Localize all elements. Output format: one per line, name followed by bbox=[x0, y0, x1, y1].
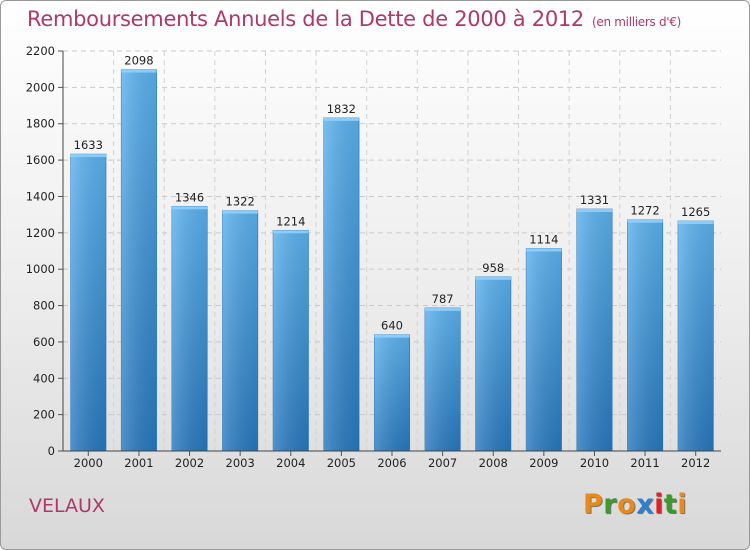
brand-logo: Proxiti bbox=[583, 489, 687, 520]
bar-highlight bbox=[475, 276, 511, 280]
bar-highlight bbox=[627, 219, 663, 223]
brand-letter: o bbox=[617, 489, 637, 520]
bar-highlight bbox=[526, 248, 562, 252]
bar-shading bbox=[475, 276, 511, 451]
axis-layer: 0 200 400 600 800 1000 1200 1400 1600 1800 2000 220… bbox=[26, 44, 721, 470]
y-tick-label: 2200 bbox=[26, 44, 55, 58]
brand-letter: r bbox=[603, 489, 618, 520]
bar-value-label: 1633 bbox=[74, 138, 103, 152]
bar-value-label: 1114 bbox=[529, 232, 558, 246]
bar-shading bbox=[576, 209, 613, 451]
y-tick-label: 200 bbox=[33, 408, 55, 422]
bar-shading bbox=[526, 248, 562, 451]
x-tick-label: 2012 bbox=[681, 456, 710, 470]
y-tick-label: 1600 bbox=[26, 153, 55, 167]
x-tick-label: 2008 bbox=[479, 456, 508, 470]
bar-shading bbox=[273, 230, 309, 451]
bar-highlight bbox=[222, 210, 258, 214]
bar-value-label: 787 bbox=[432, 292, 454, 306]
bar-value-label: 1832 bbox=[327, 102, 356, 116]
bar-shading bbox=[424, 307, 461, 451]
y-tick-label: 1200 bbox=[26, 226, 55, 240]
x-tick-label: 2010 bbox=[580, 456, 609, 470]
bar-shading bbox=[374, 334, 410, 451]
bar-value-label: 1214 bbox=[276, 214, 305, 228]
chart-unit: (en milliers d'€) bbox=[592, 15, 682, 29]
bar-shading bbox=[222, 210, 258, 451]
brand-letter: i bbox=[677, 489, 688, 520]
bar-highlight bbox=[273, 230, 309, 234]
x-tick-label: 2000 bbox=[74, 456, 103, 470]
bar-highlight bbox=[374, 334, 410, 338]
x-tick-label: 2002 bbox=[175, 456, 204, 470]
bar-value-label: 2098 bbox=[124, 54, 153, 68]
y-tick-label: 1800 bbox=[26, 117, 55, 131]
y-tick-label: 400 bbox=[33, 371, 55, 385]
brand-letter: i bbox=[654, 489, 664, 520]
city-name: VELAUX bbox=[29, 495, 105, 517]
bar-highlight bbox=[70, 154, 107, 158]
bar-shading bbox=[70, 154, 107, 451]
y-tick-label: 600 bbox=[33, 335, 55, 349]
bar-value-label: 1265 bbox=[681, 205, 710, 219]
brand-letter: t bbox=[663, 489, 678, 520]
bar-value-label: 1346 bbox=[175, 190, 204, 204]
bar-value-label: 1272 bbox=[630, 204, 659, 218]
bar-shading bbox=[627, 219, 663, 451]
chart-title-text: Remboursements Annuels de la Dette de 20… bbox=[27, 7, 584, 31]
bar-shading bbox=[121, 69, 157, 451]
bar-highlight bbox=[424, 307, 461, 311]
bar-value-label: 640 bbox=[381, 319, 403, 333]
bars-layer: 1633 2098 1346 1322 1214 1832 640 787 958 1114 133… bbox=[70, 54, 714, 452]
y-tick-label: 1000 bbox=[26, 262, 55, 276]
bar-shading bbox=[677, 221, 714, 451]
bar-shading bbox=[323, 117, 360, 451]
x-tick-label: 2009 bbox=[529, 456, 558, 470]
x-tick-label: 2001 bbox=[124, 456, 153, 470]
y-tick-label: 1400 bbox=[26, 189, 55, 203]
x-tick-label: 2007 bbox=[428, 456, 457, 470]
brand-letter: x bbox=[636, 489, 655, 520]
bar-value-label: 958 bbox=[482, 261, 504, 275]
bar-value-label: 1331 bbox=[580, 193, 609, 207]
bar-highlight bbox=[121, 69, 157, 73]
bar-shading bbox=[171, 206, 208, 451]
y-tick-label: 0 bbox=[48, 444, 55, 458]
x-tick-label: 2003 bbox=[226, 456, 255, 470]
bar-value-label: 1322 bbox=[226, 195, 255, 209]
bar-highlight bbox=[576, 209, 613, 212]
x-tick-label: 2006 bbox=[377, 456, 406, 470]
x-tick-label: 2005 bbox=[327, 456, 356, 470]
chart-title: Remboursements Annuels de la Dette de 20… bbox=[27, 7, 681, 31]
bar-highlight bbox=[323, 117, 360, 121]
bar-highlight bbox=[171, 206, 208, 210]
bar-highlight bbox=[677, 221, 714, 224]
x-tick-label: 2011 bbox=[630, 456, 659, 470]
y-tick-label: 2000 bbox=[26, 80, 55, 94]
y-tick-label: 800 bbox=[33, 299, 55, 313]
brand-letter: P bbox=[583, 489, 604, 520]
x-tick-label: 2004 bbox=[276, 456, 305, 470]
